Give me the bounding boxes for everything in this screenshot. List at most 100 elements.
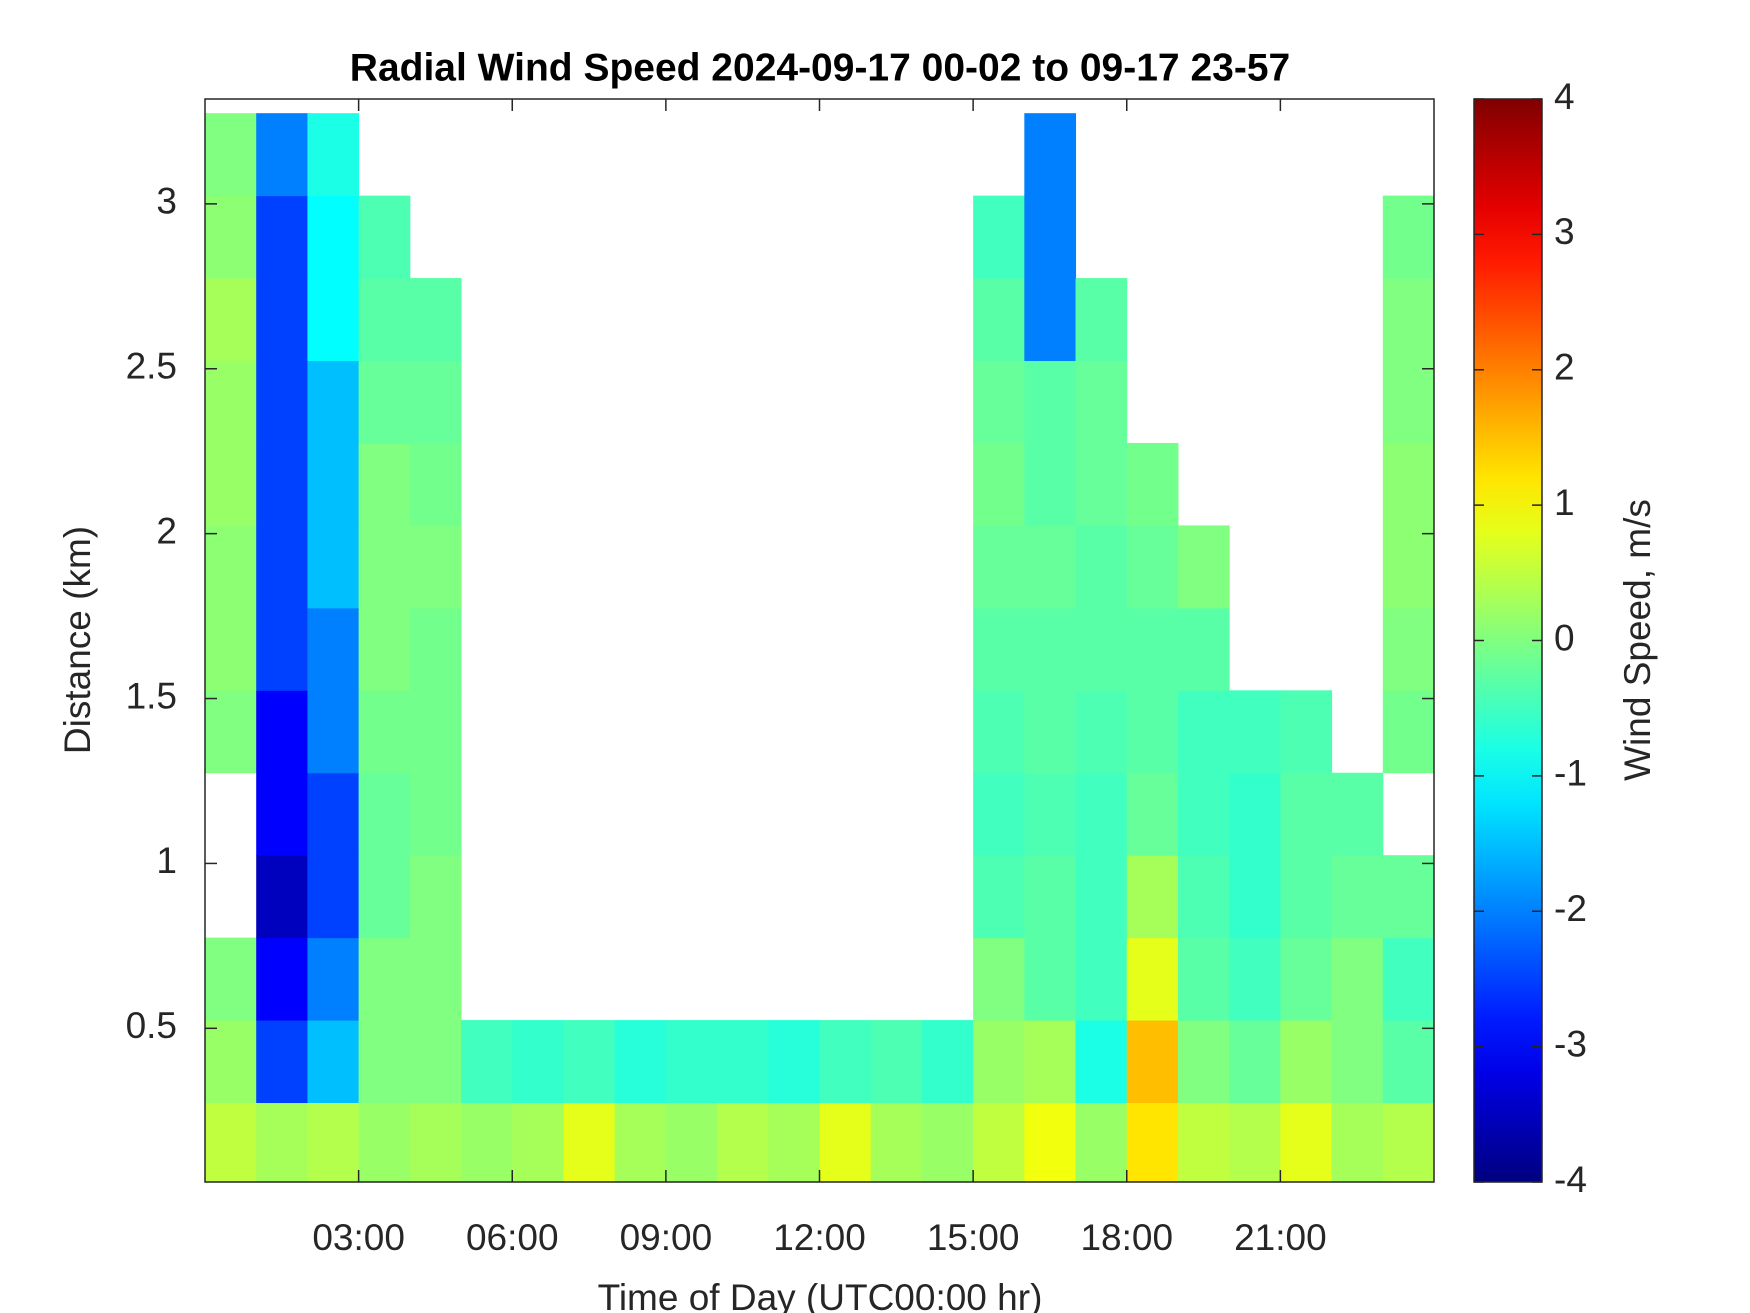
heatmap-cell — [409, 690, 462, 774]
heatmap-cell — [1177, 690, 1230, 774]
heatmap-cell — [1382, 855, 1434, 939]
heatmap-cell — [1126, 607, 1179, 691]
heatmap-cell — [461, 1102, 513, 1182]
heatmap-cell — [1024, 195, 1077, 279]
heatmap-cell — [973, 607, 1025, 691]
heatmap-cell — [1075, 525, 1128, 609]
heatmap-cell — [256, 855, 308, 939]
heatmap-cell — [973, 195, 1025, 279]
heatmap-cell — [307, 1102, 360, 1182]
colorbar-tick-label: 1 — [1554, 482, 1575, 523]
heatmap-cell — [1331, 772, 1384, 856]
heatmap-cell — [256, 360, 308, 444]
heatmap-cell — [1075, 1102, 1128, 1182]
heatmap-cell — [1075, 855, 1128, 939]
chart-title: Radial Wind Speed 2024-09-17 00-02 to 09… — [350, 46, 1290, 89]
heatmap-cell — [1382, 278, 1434, 362]
heatmap-cell — [205, 937, 257, 1021]
heatmap-cell — [1177, 607, 1230, 691]
colorbar — [1473, 98, 1543, 1183]
heatmap-cell — [870, 1020, 923, 1104]
y-tick-label: 1 — [156, 840, 177, 881]
heatmap-cell — [1126, 855, 1179, 939]
heatmap-cell — [973, 442, 1025, 526]
heatmap-cell — [256, 195, 308, 279]
heatmap-cell — [1229, 1102, 1281, 1182]
heatmap-cell — [1382, 442, 1434, 526]
heatmap-cell — [1331, 1102, 1384, 1182]
heatmap-cell — [205, 195, 257, 279]
heatmap-cell — [256, 607, 308, 691]
heatmap-cell — [1075, 690, 1128, 774]
heatmap-cell — [1177, 1020, 1230, 1104]
heatmap-cell — [1382, 690, 1434, 774]
heatmap-cell — [819, 1020, 872, 1104]
colorbar-tick-label: 4 — [1554, 76, 1575, 117]
heatmap-cell — [563, 1020, 616, 1104]
x-tick-label: 03:00 — [312, 1217, 405, 1258]
heatmap-cell — [1382, 195, 1434, 279]
heatmap-cell — [1126, 1102, 1179, 1182]
heatmap-cell — [717, 1102, 769, 1182]
heatmap-cell — [1075, 278, 1128, 362]
heatmap-cell — [358, 195, 411, 279]
heatmap-cell — [1075, 772, 1128, 856]
heatmap-cell — [1024, 360, 1077, 444]
y-tick-label: 1.5 — [126, 675, 177, 716]
heatmap-cell — [973, 1102, 1025, 1182]
heatmap-cell — [1126, 442, 1179, 526]
heatmap-cell — [358, 772, 411, 856]
heatmap-cell — [409, 937, 462, 1021]
heatmap-cell — [973, 525, 1025, 609]
heatmap-cell — [1024, 855, 1077, 939]
y-tick-label: 2.5 — [126, 346, 177, 387]
heatmap-cell — [1382, 937, 1434, 1021]
x-tick-label: 18:00 — [1080, 1217, 1173, 1258]
heatmap-cell — [307, 772, 360, 856]
heatmap-cell — [512, 1020, 564, 1104]
heatmap-cell — [1280, 1020, 1333, 1104]
colorbar-label: Wind Speed, m/s — [1617, 499, 1658, 781]
heatmap-cell — [1126, 1020, 1179, 1104]
heatmap-cell — [409, 1020, 462, 1104]
heatmap-cell — [307, 360, 360, 444]
heatmap-cell — [1075, 607, 1128, 691]
heatmap-cell — [358, 525, 411, 609]
heatmap-cell — [307, 607, 360, 691]
heatmap-cell — [205, 690, 257, 774]
heatmap — [205, 113, 1434, 1182]
heatmap-cell — [973, 855, 1025, 939]
heatmap-cell — [205, 1102, 257, 1182]
heatmap-cell — [409, 607, 462, 691]
heatmap-cell — [665, 1020, 718, 1104]
heatmap-cell — [563, 1102, 616, 1182]
heatmap-cell — [1229, 772, 1281, 856]
heatmap-cell — [307, 442, 360, 526]
heatmap-cell — [921, 1020, 974, 1104]
heatmap-cell — [1024, 937, 1077, 1021]
heatmap-cell — [921, 1102, 974, 1182]
heatmap-cell — [1075, 1020, 1128, 1104]
heatmap-cell — [1024, 607, 1077, 691]
heatmap-cell — [1024, 690, 1077, 774]
heatmap-cell — [1382, 1102, 1434, 1182]
heatmap-cell — [1177, 1102, 1230, 1182]
heatmap-cell — [1229, 1020, 1281, 1104]
heatmap-cell — [461, 1020, 513, 1104]
heatmap-cell — [973, 1020, 1025, 1104]
colorbar-tick-label: 3 — [1554, 211, 1575, 252]
y-tick-label: 2 — [156, 510, 177, 551]
heatmap-cell — [409, 442, 462, 526]
heatmap-cell — [1177, 855, 1230, 939]
heatmap-cell — [512, 1102, 564, 1182]
heatmap-cell — [358, 855, 411, 939]
heatmap-cell — [1024, 1102, 1077, 1182]
colorbar-tick-label: -3 — [1554, 1023, 1587, 1064]
heatmap-cell — [1382, 1020, 1434, 1104]
heatmap-cell — [1280, 855, 1333, 939]
heatmap-cell — [307, 1020, 360, 1104]
heatmap-cell — [1024, 525, 1077, 609]
heatmap-cell — [1177, 772, 1230, 856]
heatmap-cell — [307, 195, 360, 279]
x-tick-label: 12:00 — [773, 1217, 866, 1258]
